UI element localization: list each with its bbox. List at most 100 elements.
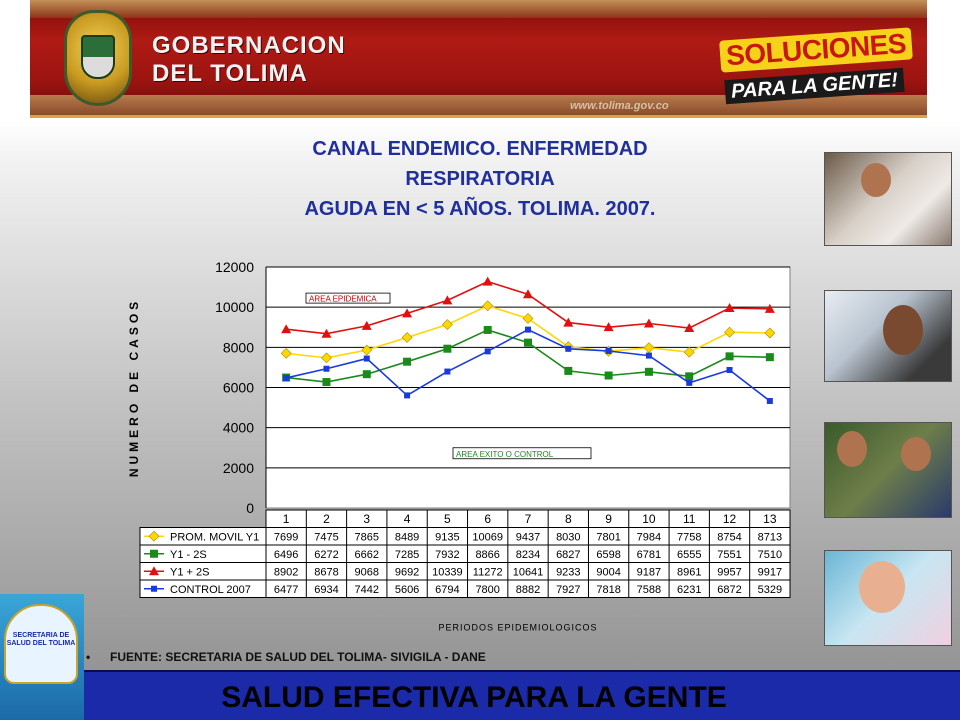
y-tick-label: 6000 xyxy=(223,380,254,396)
footer-banner: SALUD EFECTIVA PARA LA GENTE xyxy=(84,670,960,720)
data-point xyxy=(645,352,652,359)
table-cell-value: 8713 xyxy=(758,532,782,544)
table-cell-value: 7818 xyxy=(596,584,620,596)
title-line-3: AGUDA EN < 5 AÑOS. TOLIMA. 2007. xyxy=(304,198,656,220)
data-point xyxy=(323,365,330,372)
table-cell-value: 6598 xyxy=(596,549,620,561)
data-point xyxy=(283,374,290,381)
table-cell-value: 8678 xyxy=(314,567,338,579)
x-tick-label: 8 xyxy=(565,512,572,526)
data-point xyxy=(766,397,773,404)
data-point xyxy=(321,352,332,364)
photo-mother-baby xyxy=(824,152,952,246)
brand-line2: DEL TOLIMA xyxy=(152,60,308,87)
table-cell-value: 8489 xyxy=(395,532,419,544)
source-text: FUENTE: SECRETARIA DE SALUD DEL TOLIMA- … xyxy=(110,650,486,664)
site-url: www.tolima.gov.co xyxy=(570,100,669,112)
data-point xyxy=(443,344,452,353)
table-cell-value: 8030 xyxy=(556,532,580,544)
table-cell-value: 9692 xyxy=(395,567,419,579)
annotation-control: AREA EXITO O CONTROL xyxy=(456,450,554,459)
data-point xyxy=(604,371,613,380)
table-cell-value: 7551 xyxy=(717,549,741,561)
data-point xyxy=(683,346,695,358)
tolima-crest-icon xyxy=(64,10,132,106)
brand-line1: GOBERNACION xyxy=(152,32,346,59)
table-cell-value: 6781 xyxy=(637,549,661,561)
x-tick-label: 2 xyxy=(323,512,330,526)
x-tick-label: 3 xyxy=(363,512,370,526)
photo-child-medicine xyxy=(824,290,952,382)
legend-label: CONTROL 2007 xyxy=(170,584,251,596)
data-point xyxy=(523,289,533,299)
x-tick-label: 6 xyxy=(484,512,491,526)
table-cell-value: 8754 xyxy=(717,532,741,544)
table-cell-value: 9004 xyxy=(596,567,620,579)
legend-marker xyxy=(149,566,159,576)
data-point xyxy=(564,366,573,375)
y-axis-label: NUMERO DE CASOS xyxy=(127,298,141,477)
x-tick-label: 10 xyxy=(642,512,656,526)
data-point xyxy=(404,392,411,399)
table-cell-value: 10641 xyxy=(513,567,544,579)
logo-text: SECRETARIA DE SALUD DEL TOLIMA xyxy=(6,632,76,647)
bullet-icon: • xyxy=(86,650,91,664)
data-point xyxy=(725,352,734,361)
table-cell-value: 10339 xyxy=(432,567,463,579)
table-cell-value: 8234 xyxy=(516,549,540,561)
table-cell-value: 5329 xyxy=(758,584,782,596)
data-point xyxy=(402,308,413,318)
shield-icon xyxy=(81,35,115,79)
y-tick-label: 12000 xyxy=(215,259,254,275)
legend-marker xyxy=(151,585,157,592)
data-point xyxy=(726,366,733,373)
table-cell-value: 7865 xyxy=(355,532,379,544)
table-cell-value: 6662 xyxy=(355,549,379,561)
data-point xyxy=(442,295,453,305)
annotation-epidemic: AREA EPIDEMICA xyxy=(309,295,377,304)
table-cell-value: 9917 xyxy=(758,567,782,579)
data-point xyxy=(361,320,372,330)
data-point xyxy=(563,317,574,327)
x-tick-label: 4 xyxy=(404,512,411,526)
table-cell-value: 6496 xyxy=(274,549,298,561)
data-point xyxy=(281,324,292,334)
table-cell-value: 6555 xyxy=(677,549,701,561)
data-point xyxy=(605,347,612,354)
data-point xyxy=(363,355,370,362)
table-cell-value: 6827 xyxy=(556,549,580,561)
y-tick-label: 8000 xyxy=(223,339,254,355)
table-cell-value: 7442 xyxy=(355,584,379,596)
data-point xyxy=(403,357,412,366)
table-cell-value: 8902 xyxy=(274,567,298,579)
x-tick-label: 1 xyxy=(283,512,290,526)
photo-smiling-baby xyxy=(824,550,952,646)
data-point xyxy=(321,328,332,338)
data-point xyxy=(686,379,693,386)
footer-slogan: SALUD EFECTIVA PARA LA GENTE xyxy=(221,681,727,714)
table-cell-value: 7932 xyxy=(435,549,459,561)
table-cell-value: 7475 xyxy=(314,532,338,544)
y-tick-label: 10000 xyxy=(215,299,254,315)
data-point xyxy=(522,313,534,324)
data-point xyxy=(643,318,654,328)
title-line-2: RESPIRATORIA xyxy=(405,168,555,190)
data-point xyxy=(764,327,776,339)
table-cell-value: 6477 xyxy=(274,584,298,596)
secretaria-salud-logo: SECRETARIA DE SALUD DEL TOLIMA xyxy=(0,594,84,720)
x-tick-label: 7 xyxy=(525,512,532,526)
table-cell-value: 8866 xyxy=(475,549,499,561)
table-cell-value: 7588 xyxy=(637,584,661,596)
table-cell-value: 7984 xyxy=(637,532,661,544)
table-cell-value: 9068 xyxy=(355,567,379,579)
data-point xyxy=(484,348,491,355)
data-point xyxy=(444,368,451,375)
brand-name: GOBERNACION DEL TOLIMA xyxy=(152,32,346,88)
data-point xyxy=(361,344,373,356)
legend-marker xyxy=(148,530,160,542)
table-cell-value: 9437 xyxy=(516,532,540,544)
table-cell-value: 11272 xyxy=(473,567,503,579)
table-cell-value: 6872 xyxy=(717,584,741,596)
page-title: CANAL ENDEMICO. ENFERMEDAD RESPIRATORIA … xyxy=(250,134,710,224)
data-point xyxy=(685,372,694,381)
